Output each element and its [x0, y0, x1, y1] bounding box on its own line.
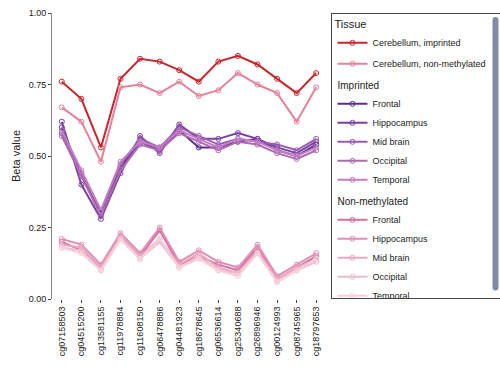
- svg-text:0.25: 0.25: [29, 223, 47, 233]
- svg-text:cg06536614: cg06536614: [213, 307, 223, 357]
- svg-text:Hippocampus: Hippocampus: [372, 118, 428, 128]
- svg-text:cg11978884: cg11978884: [115, 307, 125, 356]
- svg-text:Occipital: Occipital: [372, 156, 407, 166]
- svg-text:0.00: 0.00: [29, 294, 47, 304]
- svg-text:Beta value: Beta value: [10, 130, 22, 182]
- svg-text:Mid brain: Mid brain: [372, 253, 409, 263]
- svg-text:Temporal: Temporal: [372, 291, 409, 298]
- svg-text:cg13581155: cg13581155: [96, 307, 106, 356]
- svg-text:1.00: 1.00: [29, 8, 47, 18]
- svg-text:Non-methylated: Non-methylated: [337, 196, 408, 207]
- svg-text:Mid brain: Mid brain: [372, 137, 409, 147]
- svg-text:cg18678645: cg18678645: [194, 307, 204, 357]
- svg-text:cg04481923: cg04481923: [174, 307, 184, 357]
- svg-text:cg04515200: cg04515200: [76, 307, 86, 357]
- svg-text:cg18797653: cg18797653: [311, 307, 321, 357]
- svg-text:cg00124993: cg00124993: [272, 307, 282, 357]
- svg-text:Frontal: Frontal: [372, 99, 400, 109]
- svg-text:cg11608150: cg11608150: [135, 307, 145, 356]
- svg-text:cg25340688: cg25340688: [233, 307, 243, 357]
- svg-text:Cerebellum, non-methylated: Cerebellum, non-methylated: [372, 59, 485, 69]
- svg-text:Tissue: Tissue: [334, 18, 366, 30]
- svg-text:cg07158503: cg07158503: [57, 307, 67, 357]
- svg-text:Hippocampus: Hippocampus: [372, 234, 428, 244]
- svg-text:Cerebellum, imprinted: Cerebellum, imprinted: [372, 38, 460, 48]
- svg-text:cg06478886: cg06478886: [155, 307, 165, 357]
- svg-text:Occipital: Occipital: [372, 272, 407, 282]
- svg-text:Frontal: Frontal: [372, 215, 400, 225]
- svg-text:0.75: 0.75: [29, 80, 47, 90]
- svg-text:cg26896946: cg26896946: [252, 307, 262, 357]
- svg-text:0.50: 0.50: [29, 151, 47, 161]
- svg-text:Imprinted: Imprinted: [337, 80, 379, 91]
- svg-text:cg08745965: cg08745965: [292, 307, 302, 357]
- svg-text:Temporal: Temporal: [372, 175, 409, 185]
